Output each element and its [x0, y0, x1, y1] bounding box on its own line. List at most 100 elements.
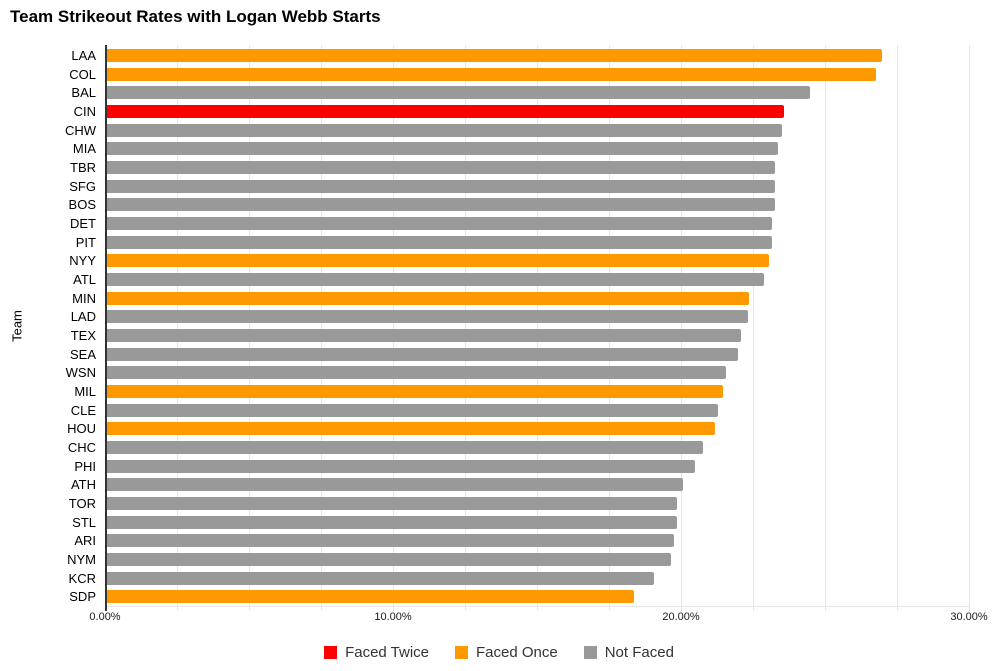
bar-row: WSN: [0, 363, 969, 382]
bar[interactable]: [107, 478, 683, 492]
bar[interactable]: [107, 403, 718, 417]
team-label: LAA: [71, 47, 96, 63]
bar-track: [105, 478, 969, 492]
team-label: BOS: [68, 197, 96, 213]
bar-track: [105, 160, 969, 174]
gridline: [393, 45, 394, 611]
x-tick-label: 30.00%: [950, 611, 988, 623]
gridline: [321, 45, 322, 611]
bar-track: [105, 440, 969, 454]
bar-track: [105, 384, 969, 398]
team-label: MIA: [72, 141, 96, 157]
bar-row: SEA: [0, 345, 969, 364]
legend-item[interactable]: Faced Once: [455, 645, 558, 660]
bar-row: LAD: [0, 307, 969, 326]
bar-row: LAA: [0, 46, 969, 65]
team-label: CLE: [70, 402, 96, 418]
team-label: TEX: [70, 327, 96, 343]
team-label: CHC: [67, 439, 96, 455]
bar-track: [105, 496, 969, 510]
y-axis-line: [105, 45, 107, 611]
bar[interactable]: [107, 328, 741, 342]
bar-track: [105, 310, 969, 324]
bar-track: [105, 328, 969, 342]
bar-track: [105, 254, 969, 268]
bar-row: HOU: [0, 419, 969, 438]
legend-label: Faced Twice: [345, 643, 429, 661]
bar[interactable]: [107, 67, 876, 81]
team-label: COL: [69, 66, 96, 82]
bar[interactable]: [107, 123, 783, 137]
bar[interactable]: [107, 552, 672, 566]
team-label: PHI: [74, 458, 96, 474]
bar[interactable]: [107, 571, 655, 585]
bar-row: NYY: [0, 251, 969, 270]
bar-track: [105, 515, 969, 529]
x-tick-label: 0.00%: [89, 611, 121, 623]
bar[interactable]: [107, 86, 810, 100]
legend-item[interactable]: Faced Twice: [324, 645, 429, 660]
legend: Faced Twice Faced Once Not Faced: [0, 641, 998, 663]
team-label: SEA: [69, 346, 96, 362]
team-label: SFG: [69, 178, 96, 194]
legend-label: Not Faced: [604, 643, 674, 661]
bar[interactable]: [107, 179, 776, 193]
gridline: [825, 45, 826, 611]
bar[interactable]: [107, 459, 695, 473]
bar-track: [105, 86, 969, 100]
bar[interactable]: [107, 384, 724, 398]
bar[interactable]: [107, 198, 776, 212]
bar-row: MIN: [0, 289, 969, 308]
bar[interactable]: [107, 291, 750, 305]
bar-row: ATH: [0, 475, 969, 494]
team-label: LAD: [70, 309, 96, 325]
bar-track: [105, 552, 969, 566]
bar[interactable]: [107, 590, 635, 604]
bar-row: KCR: [0, 569, 969, 588]
bar[interactable]: [107, 104, 784, 118]
x-tick-label: 10.00%: [374, 611, 412, 623]
bar-track: [105, 104, 969, 118]
gridline: [897, 45, 898, 611]
bar-row: TOR: [0, 494, 969, 513]
team-label: SDP: [69, 589, 96, 605]
bar-row: SDP: [0, 587, 969, 606]
bar[interactable]: [107, 160, 776, 174]
bar[interactable]: [107, 254, 770, 268]
gridline: [177, 45, 178, 611]
x-tick-label: 20.00%: [662, 611, 700, 623]
team-label: ARI: [74, 533, 96, 549]
bar-track: [105, 422, 969, 436]
bar-track: [105, 590, 969, 604]
bar-track: [105, 403, 969, 417]
team-label: DET: [70, 215, 96, 231]
bar-row: STL: [0, 513, 969, 532]
bar-track: [105, 534, 969, 548]
bar[interactable]: [107, 272, 764, 286]
gridline: [753, 45, 754, 611]
bar-row: NYM: [0, 550, 969, 569]
bar[interactable]: [107, 48, 882, 62]
bar[interactable]: [107, 440, 704, 454]
legend-item[interactable]: Not Faced: [583, 643, 674, 661]
bar-track: [105, 571, 969, 585]
team-label: ATH: [70, 477, 96, 493]
bar[interactable]: [107, 235, 773, 249]
bar-row: PIT: [0, 233, 969, 252]
bar[interactable]: [107, 347, 738, 361]
bar[interactable]: [107, 515, 678, 529]
bar[interactable]: [107, 496, 678, 510]
bar[interactable]: [107, 422, 715, 436]
team-label: WSN: [65, 365, 96, 381]
bar[interactable]: [107, 310, 748, 324]
bar[interactable]: [107, 216, 773, 230]
bar[interactable]: [107, 142, 779, 156]
bar-row: MIL: [0, 382, 969, 401]
bar-row: TEX: [0, 326, 969, 345]
team-label: ATL: [73, 271, 96, 287]
bar-row: COL: [0, 65, 969, 84]
bar-track: [105, 67, 969, 81]
team-label: KCR: [68, 570, 96, 586]
bar[interactable]: [107, 366, 727, 380]
bar[interactable]: [107, 534, 675, 548]
